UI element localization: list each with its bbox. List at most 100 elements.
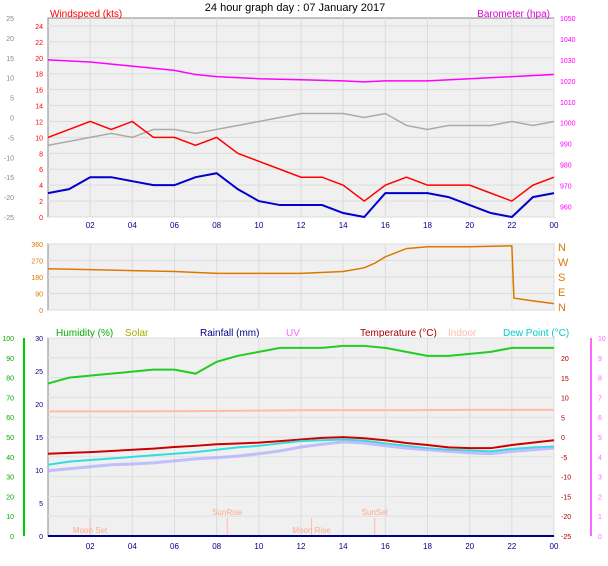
series-line-wind-chill (47, 440, 555, 473)
panel-1-x-tick-label: 10 (254, 221, 263, 230)
outer-left-tick-label: -10 (4, 155, 14, 162)
legend-entry: Indoor (448, 328, 477, 339)
panel-3-x-tick-label: 10 (254, 542, 263, 551)
rain-tick-label: 15 (35, 435, 43, 442)
barometer-tick-label: 980 (560, 163, 572, 170)
barometer-tick-label: 1040 (560, 37, 576, 44)
direction-tick-label: 360 (31, 242, 43, 249)
compass-tick-label: W (558, 257, 569, 269)
series-line-temperature (47, 436, 555, 455)
legend-entry: Humidity (%) (56, 328, 113, 339)
rain-tick-label: 0 (39, 534, 43, 541)
series-line-indoor (48, 408, 554, 413)
panel-3-x-tick-label: 22 (507, 542, 516, 551)
sun-moon-annotation: Moon Set (73, 526, 108, 535)
series-line-wind-direction (47, 245, 555, 305)
barometer-tick-label: 970 (560, 184, 572, 191)
uv-tick-label: 2 (598, 494, 602, 501)
humidity-tick-label: 70 (6, 395, 14, 402)
legend-entry: Temperature (°C) (360, 328, 437, 339)
humidity-tick-label: 10 (6, 514, 14, 521)
windspeed-tick-label: 12 (35, 119, 43, 126)
uv-tick-label: 0 (598, 534, 602, 541)
rain-tick-label: 20 (35, 402, 43, 409)
barometer-tick-label: 1050 (560, 16, 576, 23)
temperature-tick-label: -10 (561, 475, 571, 482)
panel-1-x-tick-label: 22 (507, 221, 516, 230)
barometer-tick-label: 1030 (560, 58, 576, 65)
humidity-tick-label: 100 (2, 336, 14, 343)
temperature-tick-label: 10 (561, 396, 569, 403)
series-line-wind-speed (47, 120, 555, 203)
panel-3-x-tick-label: 16 (381, 542, 390, 551)
rain-tick-label: 10 (35, 468, 43, 475)
sun-moon-annotation: SunSet (362, 508, 389, 517)
rain-tick-label: 5 (39, 501, 43, 508)
humidity-tick-label: 80 (6, 376, 14, 383)
uv-tick-label: 6 (598, 415, 602, 422)
uv-tick-label: 9 (598, 356, 602, 363)
sun-moon-annotation: SunRise (212, 508, 243, 517)
windspeed-tick-label: 6 (39, 167, 43, 174)
outer-left-tick-label: 20 (6, 36, 14, 43)
temperature-tick-label: -20 (561, 514, 571, 521)
humidity-tick-label: 0 (10, 534, 14, 541)
windspeed-tick-label: 2 (39, 199, 43, 206)
panel-1-x-tick-label: 08 (212, 221, 221, 230)
series-line-gust (47, 112, 555, 147)
barometer-tick-label: 960 (560, 205, 572, 212)
windspeed-tick-label: 0 (39, 215, 43, 222)
outer-left-tick-label: 15 (6, 56, 14, 63)
panel-1-x-tick-label: 16 (381, 221, 390, 230)
temperature-tick-label: 0 (561, 435, 565, 442)
uv-tick-label: 10 (598, 336, 606, 343)
panel-1-x-tick-label: 00 (550, 221, 559, 230)
panel-3-x-tick-label: 08 (212, 542, 221, 551)
windspeed-tick-label: 14 (35, 104, 43, 111)
temperature-tick-label: -25 (561, 534, 571, 541)
barometer-tick-label: 1010 (560, 100, 576, 107)
temperature-tick-label: -15 (561, 494, 571, 501)
temperature-tick-label: 5 (561, 415, 565, 422)
windspeed-tick-label: 16 (35, 88, 43, 95)
barometer-tick-label: 990 (560, 142, 572, 149)
rain-tick-label: 30 (35, 336, 43, 343)
panel-3-x-tick-label: 12 (297, 542, 306, 551)
uv-tick-label: 1 (598, 514, 602, 521)
barometer-tick-label: 1000 (560, 121, 576, 128)
temperature-tick-label: -5 (561, 455, 567, 462)
outer-left-tick-label: 10 (6, 76, 14, 83)
direction-tick-label: 90 (35, 292, 43, 299)
series-line-humidity (47, 344, 554, 385)
outer-left-tick-label: 25 (6, 16, 14, 23)
humidity-tick-label: 50 (6, 435, 14, 442)
humidity-tick-label: 60 (6, 415, 14, 422)
direction-tick-label: 270 (31, 259, 43, 266)
compass-tick-label: N (558, 302, 566, 314)
panel-3-x-tick-label: 06 (170, 542, 179, 551)
series-line-avg-wind (47, 172, 555, 219)
compass-tick-label: N (558, 242, 566, 254)
compass-tick-label: E (558, 287, 565, 299)
humidity-tick-label: 90 (6, 356, 14, 363)
panel-1-x-tick-label: 18 (423, 221, 432, 230)
windspeed-tick-label: 24 (35, 24, 43, 31)
humidity-tick-label: 20 (6, 494, 14, 501)
panel-1-x-tick-label: 06 (170, 221, 179, 230)
humidity-tick-label: 30 (6, 475, 14, 482)
windspeed-tick-label: 22 (35, 40, 43, 47)
uv-tick-label: 5 (598, 435, 602, 442)
panel-3-x-tick-label: 18 (423, 542, 432, 551)
uv-tick-label: 8 (598, 376, 602, 383)
windspeed-axis-label: Windspeed (kts) (50, 9, 122, 20)
panel-3-x-tick-label: 04 (128, 542, 137, 551)
windspeed-tick-label: 18 (35, 72, 43, 79)
panel-1-x-tick-label: 14 (339, 221, 348, 230)
series-line-barometer (47, 59, 555, 83)
outer-left-tick-label: 0 (10, 116, 14, 123)
chart-title: 24 hour graph day : 07 January 2017 (205, 2, 385, 14)
panel-3-x-tick-label: 02 (86, 542, 95, 551)
sun-moon-annotation: Moon Rise (292, 526, 331, 535)
panel-1-x-tick-label: 12 (297, 221, 306, 230)
